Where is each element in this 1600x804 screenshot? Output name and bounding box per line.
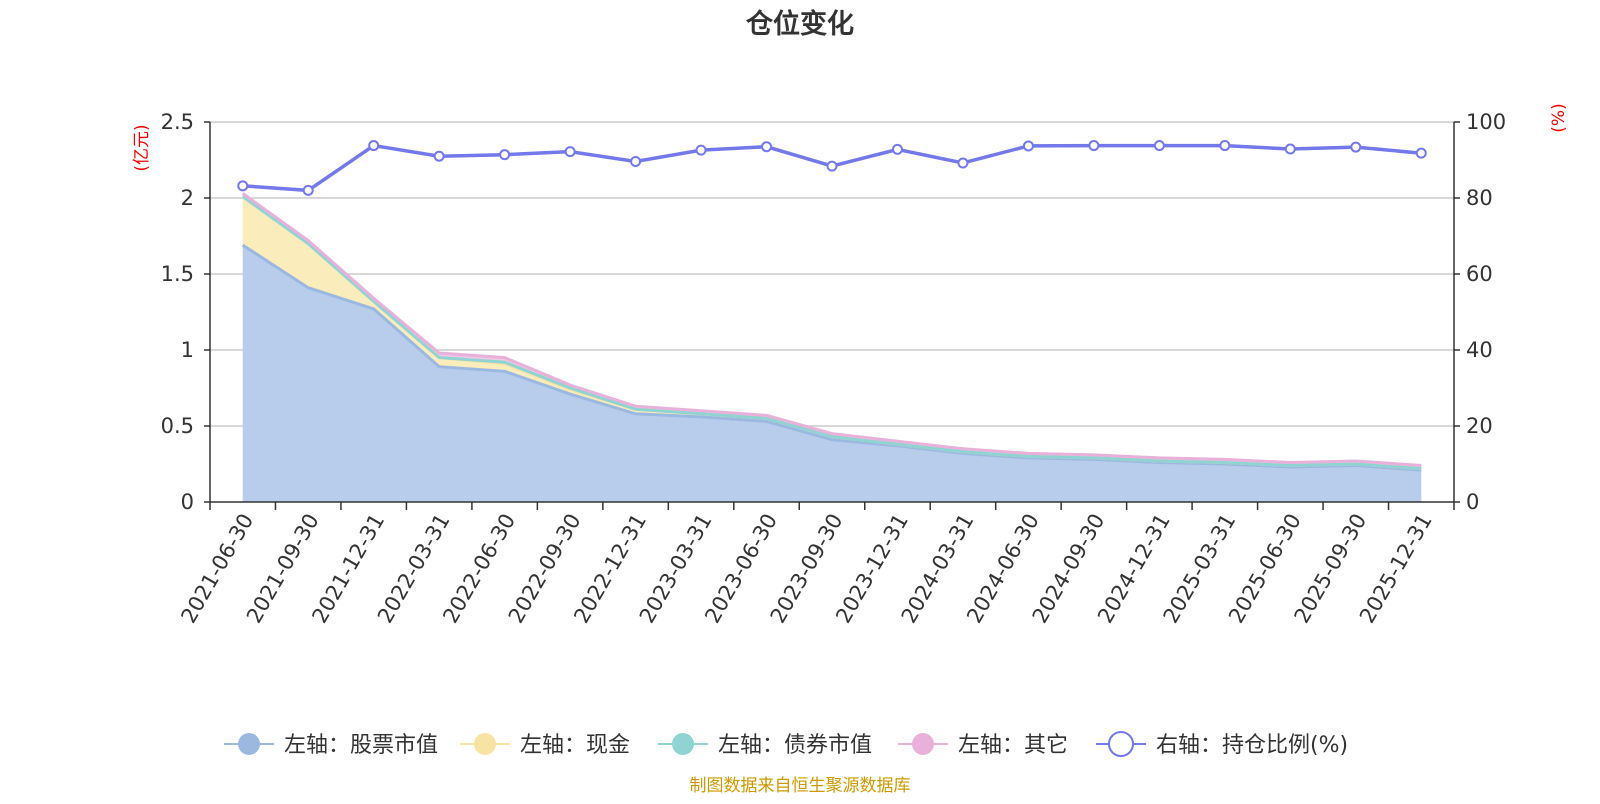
- area-edge-series-3: [241, 195, 1422, 471]
- legend-item: 左轴：债券市值: [658, 733, 872, 758]
- ratio-point: [957, 157, 969, 169]
- ratio-point: [368, 140, 380, 152]
- chart-title: 仓位变化: [745, 8, 854, 40]
- ratio-point: [302, 184, 314, 196]
- legend-label: 左轴：股票市值: [284, 733, 438, 758]
- left-axis-tick-label: 2.5: [161, 110, 194, 134]
- legend-marker-dot: [238, 733, 260, 755]
- right-axis-tick-label: 20: [1466, 414, 1493, 438]
- source-note: 制图数据来自恒生聚源数据库: [690, 776, 911, 796]
- ratio-point: [1088, 140, 1100, 152]
- ratio-point: [761, 141, 773, 153]
- ratio-point: [499, 149, 511, 161]
- ratio-point: [433, 150, 445, 162]
- legend: 左轴：股票市值 左轴：现金 左轴：债券市值 左轴：其它 右轴：持仓比例(%): [224, 731, 1348, 758]
- ratio-point: [1153, 140, 1165, 152]
- area-series-1: [242, 245, 1422, 502]
- legend-item: 左轴：其它: [898, 733, 1068, 758]
- ratio-point: [695, 144, 707, 156]
- left-axis-tick-label: 2: [181, 186, 194, 210]
- right-axis-tick-label: 0: [1466, 490, 1479, 514]
- ratio-point: [1415, 147, 1427, 159]
- ratio-point: [1350, 141, 1362, 153]
- right-axis-unit-label: (%): [1549, 103, 1569, 132]
- legend-marker-dot: [672, 733, 694, 755]
- ratio-point: [1022, 140, 1034, 152]
- legend-item: 左轴：现金: [460, 733, 630, 758]
- ratio-point: [237, 180, 249, 192]
- legend-marker-dot: [912, 733, 934, 755]
- ratio-point: [1284, 143, 1296, 155]
- right-axis-tick-label: 80: [1466, 186, 1493, 210]
- left-axis-unit-label: (亿元): [132, 124, 152, 171]
- ratio-point: [891, 143, 903, 155]
- legend-marker-dot: [474, 733, 496, 755]
- stacked-areas: [241, 192, 1422, 502]
- ratio-point: [630, 156, 642, 168]
- left-axis-tick-label: 0.5: [161, 414, 194, 438]
- legend-label: 右轴：持仓比例(%): [1156, 733, 1348, 758]
- right-axis-tick-label: 60: [1466, 262, 1493, 286]
- ratio-point: [564, 146, 576, 158]
- legend-item: 右轴：持仓比例(%): [1096, 731, 1348, 758]
- ratio-line-layer: [237, 140, 1427, 196]
- legend-label: 左轴：债券市值: [718, 733, 872, 758]
- ratio-point: [826, 160, 838, 172]
- right-axis-tick-label: 100: [1466, 110, 1506, 134]
- left-axis-tick-label: 1.5: [161, 262, 194, 286]
- right-axis-tick-label: 40: [1466, 338, 1493, 362]
- left-axis-tick-label: 1: [181, 338, 194, 362]
- ratio-point: [1219, 140, 1231, 152]
- legend-label: 左轴：现金: [520, 733, 630, 758]
- area-edge-series-4: [241, 192, 1422, 467]
- legend-label: 左轴：其它: [958, 733, 1068, 758]
- legend-item: 左轴：股票市值: [224, 733, 438, 758]
- legend-marker-dot: [1108, 731, 1134, 757]
- left-axis-tick-label: 0: [181, 490, 194, 514]
